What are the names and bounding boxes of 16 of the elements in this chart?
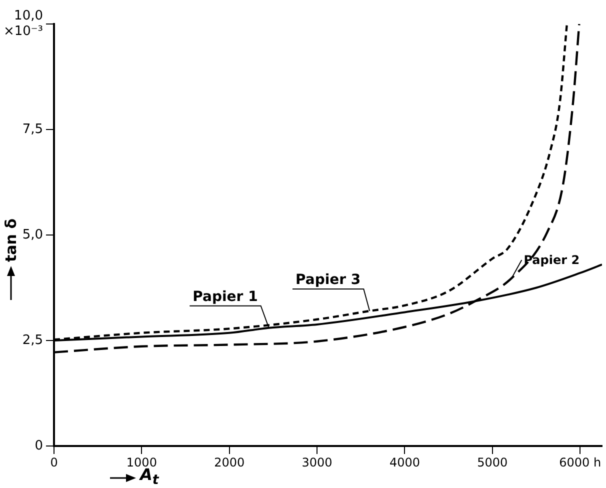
x-tick-label: 6000 h	[559, 455, 602, 470]
y-tick-label: 7,5	[22, 122, 43, 137]
x-tick-label: 1000	[126, 455, 157, 470]
series-label: Papier 1	[192, 288, 258, 305]
y-tick-label: 5,0	[22, 227, 43, 242]
x-tick-label: 4000	[389, 455, 420, 470]
series-label: Papier 2	[524, 253, 580, 268]
y-tick-label: 0	[34, 438, 43, 454]
x-tick-label: 3000	[302, 455, 332, 470]
series-label: Papier 3	[295, 272, 361, 288]
x-tick-label: 2000	[214, 455, 245, 470]
y-axis-title: tan δ	[2, 218, 20, 262]
y-tick-label: 10,0 ×10⁻³	[3, 8, 43, 40]
x-tick-label: 5000	[477, 455, 508, 470]
y-tick-label: 2,5	[22, 332, 43, 348]
x-tick-label: 0	[50, 455, 58, 470]
